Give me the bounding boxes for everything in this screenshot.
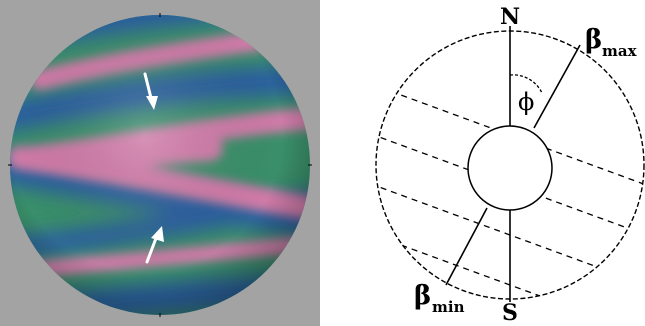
arrows: [143, 72, 164, 264]
beta-max-label: β max: [585, 25, 638, 60]
beta-axis-lower: [445, 207, 488, 286]
phi-label: ϕ: [518, 88, 534, 116]
beta-axis-upper: [533, 44, 581, 129]
left-panel: [0, 0, 320, 326]
north-label: N: [500, 4, 520, 30]
beta-min-symbol: β: [414, 281, 431, 311]
inner-circle: [467, 125, 553, 211]
sphere-shading: [10, 15, 310, 315]
beta-min-subscript: min: [432, 298, 465, 316]
beta-min-label: β min: [414, 281, 465, 316]
beta-max-symbol: β: [585, 25, 602, 55]
arrow-down: [143, 72, 158, 110]
edge-ticks: [8, 13, 312, 317]
beta-max-subscript: max: [602, 42, 638, 60]
right-panel: N S ϕ β max β min: [375, 4, 645, 326]
arrow-up: [145, 226, 164, 264]
south-label: S: [502, 300, 518, 326]
phi-angle-arc: [509, 74, 543, 94]
